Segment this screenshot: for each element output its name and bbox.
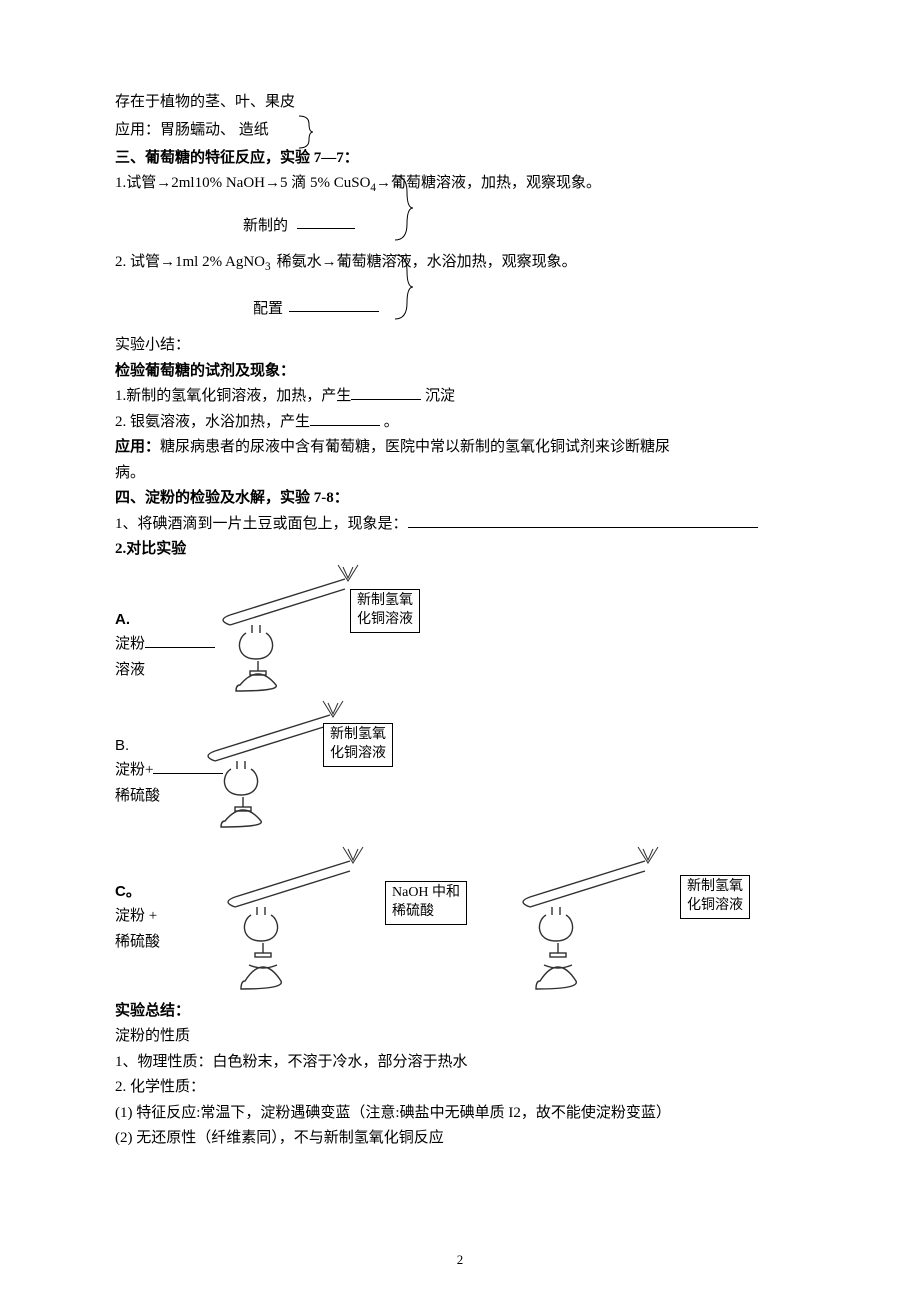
apparatus-C2 [510,845,670,995]
check1: 1.新制的氢氧化铜溶液，加热，产生 沉淀 [115,384,805,410]
sum1: 1、物理性质：白色粉末，不溶于冷水，部分溶于热水 [115,1050,805,1076]
app-line2: 病。 [115,461,805,487]
page-number: 2 [0,1249,920,1271]
blank-iodine [408,527,758,528]
blank-A [145,647,215,648]
brace1-label: 新制的 [243,214,288,240]
box-B-cu: 新制氢氧化铜溶液 [323,723,393,767]
brace2-label: 配置 [253,297,283,323]
blank-fresh [297,228,355,229]
brace-2 [391,251,417,323]
sum-topic: 淀粉的性质 [115,1024,805,1050]
brace-1 [391,172,417,244]
blank-config [289,311,379,312]
sec3-summary: 实验小结： [115,333,805,359]
A-letter: A. [115,607,215,633]
sec4-title: 四、淀粉的检验及水解，实验 7-8： [115,486,805,512]
blank-check2 [310,425,380,426]
contrast-title: 2.对比实验 [115,537,805,563]
line-app: 应用：胃肠蠕动、 造纸 [115,122,269,138]
check2: 2. 银氨溶液，水浴加热，产生 。 [115,410,805,436]
A-l2: 溶液 [115,658,215,684]
C-l2: 稀硫酸 [115,930,160,956]
line-plant: 存在于植物的茎、叶、果皮 [115,90,805,116]
box-A-cu: 新制氢氧化铜溶液 [350,589,420,633]
apparatus-C1 [215,845,375,995]
A-l1: 淀粉 [115,632,215,658]
box-C-cu: 新制氢氧化铜溶液 [680,875,750,919]
sec3-title: 三、葡萄糖的特征反应，实验 7—7： [115,146,805,172]
blank-check1 [351,399,421,400]
brace-right-small [295,114,315,150]
sum2-2: (2) 无还原性（纤维素同），不与新制氢氧化铜反应 [115,1126,805,1152]
sec3-step2: 2. 试管→1ml 2% AgNO3稀氨水→葡萄糖溶液，水浴加热，观察现象。 [115,250,805,277]
sum2: 2. 化学性质： [115,1075,805,1101]
sec4-step1: 1、将碘酒滴到一片土豆或面包上，现象是： [115,512,805,538]
sum-title: 实验总结： [115,999,805,1025]
apparatus-A [210,563,370,693]
C-letter: C。 [115,879,160,905]
sec3-step1: 1.试管→2ml10% NaOH→5 滴 5% CuSO4→葡萄糖溶液，加热，观… [115,171,805,198]
C-l1: 淀粉 + [115,904,160,930]
sum2-1: (1) 特征反应:常温下，淀粉遇碘变蓝（注意:碘盐中无碘单质 I2，故不能使淀粉… [115,1101,805,1127]
app-line1: 应用：糖尿病患者的尿液中含有葡萄糖，医院中常以新制的氢氧化铜试剂来诊断糖尿 [115,435,805,461]
check-title: 检验葡萄糖的试剂及现象： [115,359,805,385]
box-C-naoh: NaOH 中和稀硫酸 [385,881,467,925]
